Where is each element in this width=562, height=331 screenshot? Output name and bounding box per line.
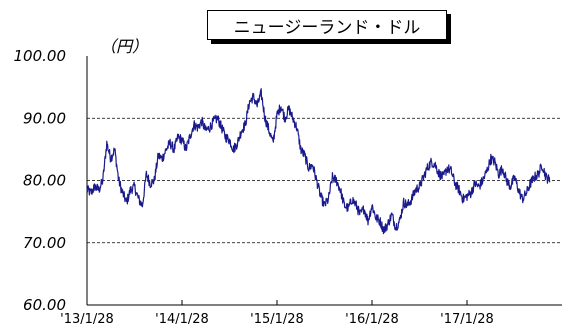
y-tick-label: 70.00 xyxy=(23,234,66,252)
y-tick-label: 80.00 xyxy=(23,172,66,190)
chart-title-box: ニュージーランド・ドル xyxy=(207,10,451,44)
x-tick-label: '13/1/28 xyxy=(60,312,114,327)
series-line xyxy=(86,88,551,235)
x-tick-label: '15/1/28 xyxy=(250,312,304,327)
y-tick-label: 90.00 xyxy=(23,109,66,127)
x-tick-label: '17/1/28 xyxy=(440,312,494,327)
axes xyxy=(86,56,562,306)
gridlines xyxy=(87,117,562,244)
y-tick-label: 60.00 xyxy=(23,296,66,314)
y-tick-labels: 60.00 70.00 80.00 90.00 100.00 xyxy=(14,47,67,314)
x-tick-label: '14/1/28 xyxy=(155,312,209,327)
x-tick-label: '16/1/28 xyxy=(345,312,399,327)
chart-title: ニュージーランド・ドル xyxy=(207,10,447,40)
x-tick-labels: '13/1/28 '14/1/28 '15/1/28 '16/1/28 '17/1/28 xyxy=(60,300,494,327)
unit-label: （円） xyxy=(100,37,149,56)
y-tick-label: 100.00 xyxy=(14,47,67,65)
